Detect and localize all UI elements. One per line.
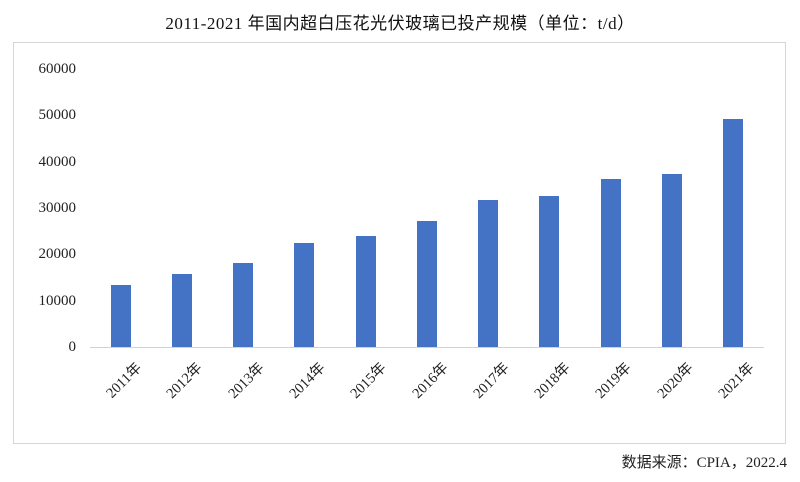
bar-2015年 [355, 236, 376, 347]
y-tick-label: 30000 [38, 200, 77, 216]
bar-2018年 [539, 195, 560, 347]
bar-2019年 [600, 179, 621, 347]
chart-box: 0 10000 20000 30000 40000 50000 60000 2011年 201… [13, 42, 786, 444]
x-tick-label-2019年: 2019年 [592, 359, 635, 402]
x-tick-label-2014年: 2014年 [286, 359, 329, 402]
bar-2013年 [233, 263, 254, 347]
x-tick-label-2012年: 2012年 [163, 359, 207, 402]
bar-2021年 [723, 118, 744, 347]
data-source-note: 数据来源：CPIA，2022.4 [621, 455, 787, 471]
bar-2020年 [662, 174, 683, 347]
chart-title: 2011-2021 年国内超白压花光伏玻璃已投产规模（单位：t/d） [165, 14, 635, 33]
y-tick-label: 40000 [38, 153, 77, 170]
x-tick-label-2015年: 2015年 [347, 359, 390, 402]
y-tick-label: 50000 [38, 107, 77, 124]
bar-2011年 [110, 284, 131, 347]
x-tick-label-2013年: 2013年 [225, 359, 268, 402]
y-tick-label: 0 [68, 339, 77, 355]
y-tick-label: 20000 [38, 246, 77, 263]
x-tick-label-2021年: 2021年 [715, 359, 758, 402]
y-axis: 0 10000 20000 30000 40000 50000 60000 [14, 43, 77, 443]
bar-2017年 [478, 200, 499, 347]
x-tick-label-2011年: 2011年 [103, 359, 145, 402]
plot-area [90, 69, 764, 348]
x-tick-label-2020年: 2020年 [654, 359, 697, 402]
x-tick-label-2018年: 2018年 [531, 359, 574, 402]
bar-series [90, 69, 764, 347]
bar-2014年 [294, 242, 315, 347]
bar-2016年 [416, 220, 437, 347]
y-tick-label: 10000 [38, 292, 77, 309]
y-tick-label: 60000 [38, 61, 77, 77]
bar-2012年 [171, 274, 192, 347]
x-tick-label-2016年: 2016年 [409, 359, 452, 402]
x-tick-label-2017年: 2017年 [470, 359, 513, 402]
